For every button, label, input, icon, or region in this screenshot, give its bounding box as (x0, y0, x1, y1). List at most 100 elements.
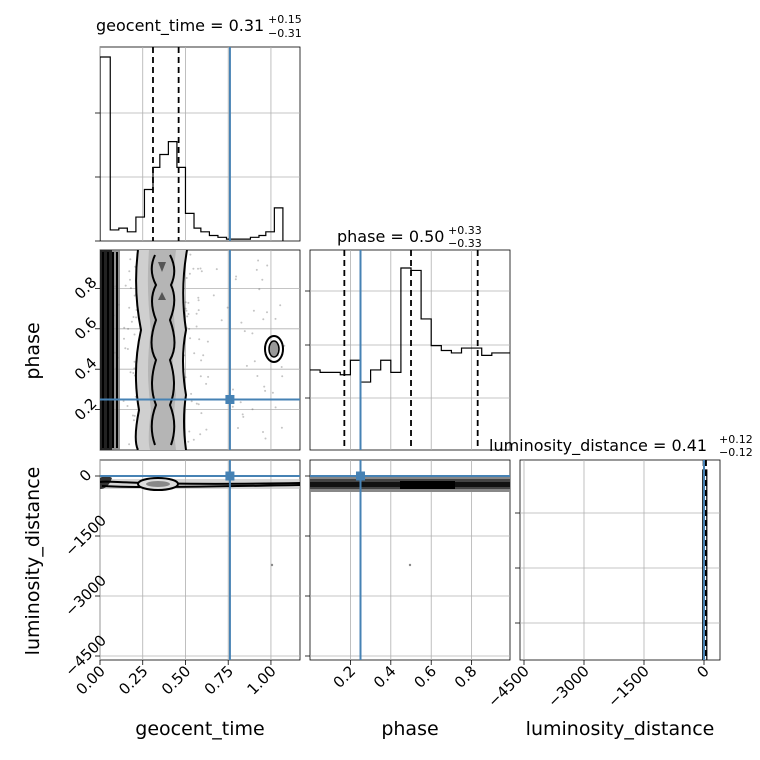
sample-point (206, 340, 209, 343)
sample-point (257, 259, 260, 262)
sample-point (199, 433, 202, 436)
sample-point (200, 359, 203, 362)
sample-point (232, 388, 234, 391)
title-distance-plus: +0.12 (719, 433, 753, 446)
sample-point (242, 415, 245, 418)
sample-point (408, 563, 412, 567)
sample-point (251, 408, 254, 411)
sample-point (127, 327, 130, 330)
contour-line (150, 254, 158, 446)
sample-point (124, 284, 127, 287)
sample-point (235, 275, 238, 278)
title-phase: phase = 0.50 (337, 227, 444, 246)
sample-point (262, 431, 264, 433)
sample-point (263, 385, 266, 388)
sample-point (185, 309, 188, 312)
sample-point (128, 306, 131, 309)
sample-point (243, 330, 246, 333)
sample-point (193, 352, 196, 355)
sample-point (261, 278, 264, 281)
panel-frame (99, 249, 301, 451)
sample-point (190, 400, 193, 403)
sample-point (271, 391, 274, 394)
x-axis-label-phase: phase (381, 718, 438, 740)
x-tick-label: 1.00 (243, 662, 279, 698)
sample-point (197, 299, 200, 302)
y-tick-label: 0.2 (71, 394, 101, 424)
sample-point (123, 337, 125, 340)
sample-point (245, 364, 248, 367)
sample-point (195, 325, 198, 328)
sample-point (199, 375, 202, 378)
sample-point (187, 301, 190, 304)
sample-point (215, 268, 218, 271)
sample-point (186, 315, 189, 318)
sample-point (255, 268, 258, 271)
sample-point (197, 296, 200, 299)
x-tick-label: 0.2 (330, 662, 360, 692)
title-geocent-time-plus: +0.15 (268, 13, 302, 26)
sample-point (128, 443, 131, 446)
x-tick-label: −1500 (604, 662, 653, 711)
sample-point (205, 428, 208, 431)
sample-point (129, 278, 131, 281)
title-distance-minus: −0.12 (719, 446, 753, 459)
sample-point (129, 371, 132, 374)
x-tick-label: 0.4 (370, 662, 400, 692)
truth-marker (225, 471, 235, 481)
contour-line (134, 250, 143, 450)
y-tick-label: 0.8 (71, 273, 101, 303)
sample-point (199, 267, 202, 270)
sample-point (189, 253, 192, 256)
sample-point (185, 277, 188, 279)
density-2d-geocent-phase (100, 250, 300, 450)
y-tick-label: 0.6 (71, 314, 101, 344)
x-axis-label-geocent-time: geocent_time (135, 718, 264, 740)
density-core (400, 481, 455, 489)
sample-point (133, 367, 136, 370)
sample-point (207, 375, 210, 378)
title-phase-minus: −0.33 (448, 237, 482, 250)
panel-frame (519, 459, 721, 661)
truth-marker (225, 394, 235, 404)
contour-blob (268, 340, 280, 358)
x-axis-label-luminosity-distance: luminosity_distance (526, 718, 715, 740)
sample-point (124, 347, 127, 350)
sample-point (131, 414, 134, 417)
sample-point (252, 309, 255, 312)
sample-point (133, 333, 136, 336)
sample-point (126, 405, 129, 407)
sample-point (184, 301, 187, 304)
sample-point (241, 413, 244, 416)
y-axis-label-phase: phase (22, 322, 44, 379)
sample-point (280, 366, 283, 368)
phase-histogram (310, 267, 510, 383)
sample-point (239, 401, 242, 404)
sample-point (189, 337, 192, 340)
sample-point (253, 360, 256, 363)
sample-point (195, 312, 198, 315)
sample-point (187, 313, 190, 315)
sample-point (130, 320, 133, 323)
sample-point (184, 307, 187, 310)
contour-blob (264, 335, 284, 363)
phase-vs-geocent-time-panel: 0.2 0.4 0.6 0.8 phase (22, 249, 301, 451)
sample-point (274, 317, 277, 320)
sample-point (198, 338, 201, 341)
sample-point (240, 321, 243, 324)
sample-point (197, 309, 200, 312)
sample-point (195, 402, 198, 405)
contour-left (102, 252, 118, 448)
sample-point (128, 270, 131, 273)
sample-point (129, 258, 132, 261)
sample-point (133, 360, 136, 363)
x-tick-label: −3000 (544, 662, 593, 711)
sample-point (270, 563, 274, 567)
sample-point (234, 278, 237, 281)
sample-point (135, 316, 138, 319)
y-tick-label: 0.4 (71, 354, 101, 384)
luminosity-distance-histogram-panel: −4500 −3000 −1500 0 luminosity_distance = 0… (484, 433, 753, 740)
x-tick-label: 0.50 (158, 662, 194, 698)
sample-point (132, 419, 135, 422)
sample-point (262, 318, 265, 321)
